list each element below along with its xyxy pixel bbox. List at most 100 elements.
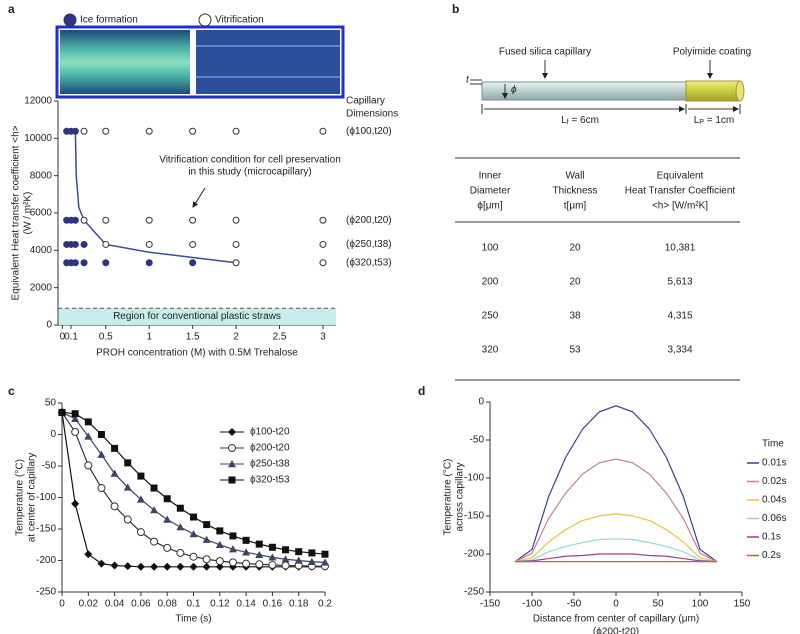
point xyxy=(71,216,79,224)
table-cell: 53 xyxy=(569,345,581,356)
capillary-diagram xyxy=(470,60,745,114)
x-tick-label: 2.5 xyxy=(273,332,287,343)
table-cell: 20 xyxy=(569,277,581,288)
x-tick-label: 0.18 xyxy=(289,599,309,610)
thickness-label: t xyxy=(466,75,470,86)
point xyxy=(232,216,240,224)
row-label: (ϕ250,t38) xyxy=(346,239,392,250)
x-tick-label: -50 xyxy=(567,599,582,610)
table-cell: 3,334 xyxy=(667,345,692,356)
marker xyxy=(229,532,237,540)
panel-label: c xyxy=(8,384,15,398)
marker xyxy=(136,495,145,503)
marker xyxy=(202,562,211,571)
point xyxy=(189,216,197,224)
table-cell: 250 xyxy=(482,311,499,322)
y-tick-label: 6000 xyxy=(30,208,53,219)
marker xyxy=(282,546,290,554)
legend-label: ϕ250-t38 xyxy=(250,459,290,470)
table-header: Heat Transfer Coefficient xyxy=(625,186,736,197)
marker xyxy=(294,556,303,564)
y-tick-label: 0 xyxy=(50,429,56,440)
y-tick-label: -150 xyxy=(36,524,56,535)
x-tick-label: 0 xyxy=(613,599,619,610)
y-tick-label: 2000 xyxy=(30,282,53,293)
marker xyxy=(321,550,329,558)
marker xyxy=(215,557,224,566)
y-tick-label: 8000 xyxy=(30,170,53,181)
table-cell: 20 xyxy=(569,243,581,254)
point xyxy=(145,259,153,267)
panel-label: a xyxy=(8,2,15,16)
point xyxy=(71,259,79,267)
marker xyxy=(71,427,80,436)
marker xyxy=(255,540,263,548)
marker xyxy=(123,562,132,571)
legend-label: 0.2s xyxy=(762,550,781,561)
x-tick-label: 3 xyxy=(320,332,326,343)
marker xyxy=(255,550,264,559)
x-tick-label: -100 xyxy=(522,599,542,610)
point xyxy=(232,127,240,135)
x-tick-label: 0.04 xyxy=(105,599,125,610)
legend-label: 0.02s xyxy=(762,476,786,487)
marker xyxy=(176,504,184,512)
point xyxy=(71,240,79,248)
legend-title: Time xyxy=(762,439,784,450)
marker xyxy=(228,545,237,553)
marker xyxy=(110,469,119,477)
x-tick-label: 150 xyxy=(734,599,751,610)
y-tick-label: -50 xyxy=(470,435,485,446)
x-tick-label: 0 xyxy=(59,599,65,610)
point xyxy=(80,216,88,224)
marker xyxy=(281,561,290,570)
x-tick-label: 1.5 xyxy=(186,332,200,343)
table-cell: 320 xyxy=(482,345,499,356)
point xyxy=(80,259,88,267)
marker xyxy=(97,431,105,438)
marker xyxy=(189,552,198,561)
marker xyxy=(255,560,264,569)
y-tick-label: 4000 xyxy=(30,245,53,256)
point xyxy=(71,127,79,135)
legend-label: Ice formation xyxy=(80,15,138,26)
micrograph xyxy=(55,25,345,99)
marker xyxy=(216,527,224,535)
marker xyxy=(228,460,236,468)
marker xyxy=(308,549,316,557)
marker xyxy=(97,559,106,568)
x-tick-label: 0 xyxy=(60,332,66,343)
x-axis-label: Time (s) xyxy=(175,614,211,625)
marker xyxy=(97,484,106,493)
marker xyxy=(321,558,329,566)
table-cell: 10,381 xyxy=(665,243,696,254)
y-axis-label: across capillary xyxy=(455,463,466,532)
x-tick-label: 0.06 xyxy=(131,599,151,610)
y-tick-label: -250 xyxy=(464,587,484,598)
y-axis-label: at center of capillary xyxy=(27,453,38,543)
point xyxy=(319,127,327,135)
x-tick-label: 0.1 xyxy=(187,599,201,610)
length-label: Lf = 6cm xyxy=(561,115,599,126)
legend-label: 0.04s xyxy=(762,495,786,506)
y-tick-label: -100 xyxy=(464,473,484,484)
series-line xyxy=(515,553,717,563)
panel-label: b xyxy=(452,2,459,16)
x-tick-label: 0.2 xyxy=(318,599,332,610)
marker xyxy=(295,548,303,556)
marker xyxy=(242,548,251,556)
point xyxy=(80,240,88,248)
marker xyxy=(228,444,236,452)
table-header: Equivalent xyxy=(657,171,704,182)
x-tick-label: 0.08 xyxy=(157,599,177,610)
x-tick-label: 50 xyxy=(652,599,664,610)
marker xyxy=(71,410,79,418)
marker xyxy=(176,562,185,571)
y-tick-label: 50 xyxy=(45,398,57,409)
legend-label: ϕ100-t20 xyxy=(250,427,290,438)
marker xyxy=(163,515,172,523)
x-tick-label: 0.12 xyxy=(210,599,230,610)
y-tick-label: -50 xyxy=(42,461,57,472)
marker xyxy=(150,506,159,514)
